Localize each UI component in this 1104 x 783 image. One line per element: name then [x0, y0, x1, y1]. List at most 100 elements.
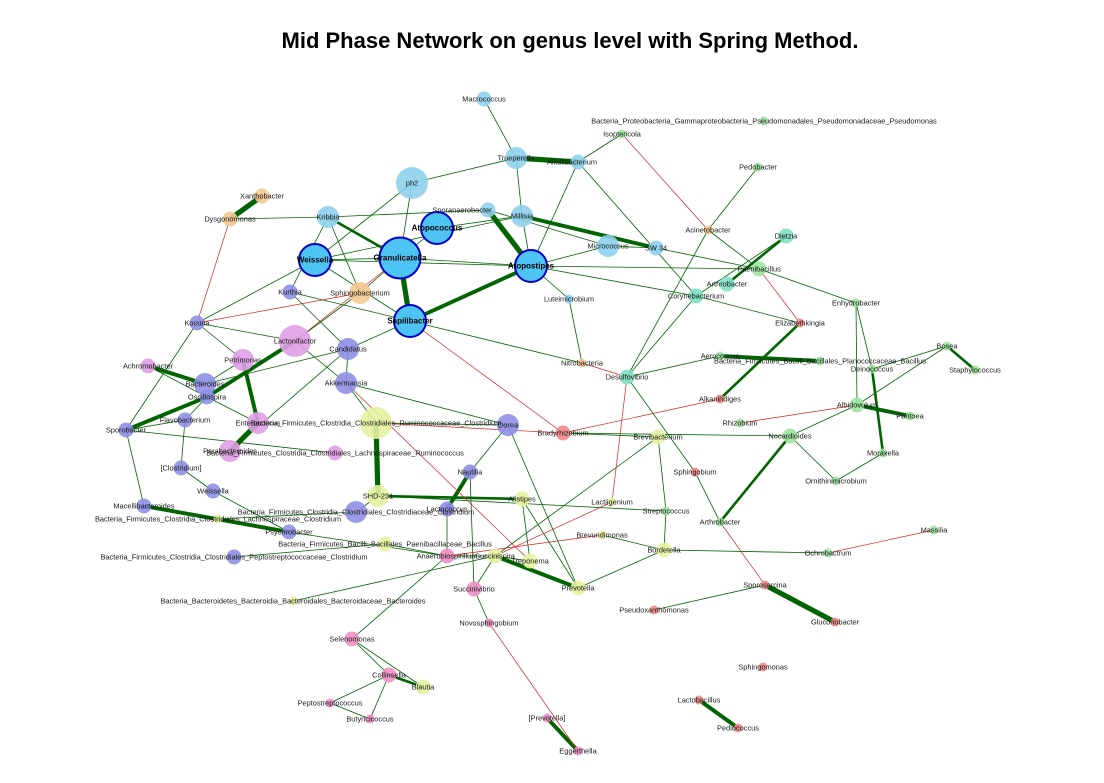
label-dysgonomonas: Dysgonomonas	[204, 215, 256, 224]
label-bacteria-firmicutes-clostridia-clostridiales-peptostreptococcaceae-clostridium: Bacteria_Firmicutes_Clostridia_Clostridi…	[100, 553, 367, 562]
label-sw-34: SW 34	[645, 244, 667, 253]
label-moraxella: Moraxella	[867, 449, 900, 458]
node-desulfovibrio	[619, 369, 635, 385]
label-bacteria-bacteroidetes-bacteroidia-bacteroidales-bacteroidaceae-bacteroides: Bacteria_Bacteroidetes_Bacteroidia_Bacte…	[161, 597, 426, 606]
label-candidatus: Candidatus	[329, 345, 367, 354]
label-albidovulum: Albidovulum	[837, 401, 877, 410]
label-enterococcus: Enterococcus	[236, 419, 281, 428]
label-blautia: Blautia	[412, 683, 435, 692]
edge-macrococcus-trueperella	[483, 98, 517, 159]
edge-flavobacterium-sporobacter	[125, 419, 186, 431]
edge-paenibacillus-enhydrobacter	[758, 268, 857, 304]
node-bacteria-firmicutes-clostridia-clostridiales-lachnospiraceae-clostridium	[213, 514, 223, 524]
node-gluconobacter	[830, 617, 840, 627]
label-prevotella: [Prevotella]	[529, 714, 566, 723]
edge-shd-231-alistipes	[377, 494, 523, 501]
label-treponema: Treponema	[511, 557, 549, 566]
label-clostridium: [Clostridium]	[160, 464, 201, 473]
node-pediococcus	[733, 723, 743, 733]
edge-bosea-staphylococcus	[946, 345, 976, 371]
edge-lactonifactor-oscillospira	[205, 339, 297, 399]
node-candidatus	[337, 338, 359, 360]
node-alistipes	[514, 491, 530, 507]
edge-desulfovibrio-lactiigenium	[611, 376, 628, 503]
label-weissella-2: Weissella	[197, 487, 229, 496]
edge-enhydrobacter-deinococcus	[855, 302, 873, 370]
label-staphylococcus: Staphylococcus	[949, 366, 1001, 375]
label-nocardioides: Nocardioides	[768, 432, 811, 441]
label-pseudoxanthomonas: Pseudoxanthomonas	[619, 606, 689, 615]
label-selenomonas: Selenomonas	[329, 635, 375, 644]
edge-achromobacter-oscillospira	[147, 365, 208, 398]
node-deinococcus	[867, 364, 877, 374]
label-bordetella: Bordetella	[647, 546, 681, 555]
node-albidovulum	[849, 397, 865, 413]
label-paenibacillus: Paenibacillus	[737, 265, 781, 274]
label-prevotella: Prevotella	[562, 584, 596, 593]
edge-pedobacter-acinetobacter	[707, 166, 759, 231]
label-trueperella: Trueperella	[497, 154, 535, 163]
node-sw-34	[648, 240, 664, 256]
node-sapilibacter	[393, 304, 427, 338]
node-dietzia	[778, 228, 794, 244]
node-streptococcus	[661, 506, 671, 516]
node-kribbia	[317, 206, 339, 228]
label-weissella: Weissella	[297, 256, 334, 265]
node-parabacteroides	[219, 440, 241, 462]
label-bacteria-firmicutes-bacilli-bacillales-planococcaceae-bacillus: Bacteria_Firmicutes_Bacilli_Bacillales_P…	[714, 357, 926, 366]
node-nautilia	[462, 464, 478, 480]
edge-bacteria-firmicutes-clostridia-clostridiales-lachnospiraceae-clostridium-bacteria-firmicutes-clostridia-clostridiales-clostridiaceae-clostridium	[217, 511, 357, 520]
node-granulicatella	[378, 236, 422, 280]
edge-selenomonas-blautia	[351, 638, 424, 688]
node-alkalibacterium	[570, 154, 586, 170]
edge-candidatus-bacteroides	[204, 348, 349, 385]
edge-alkalibacterium-isoptericola	[577, 133, 623, 163]
edge-sporobacter-macellibacteroides	[125, 429, 145, 507]
edge-dietzia-corynebacterium	[695, 235, 787, 297]
label-kurthia: Kurthia	[278, 288, 302, 297]
edge-prevotella-bordetella	[577, 549, 665, 589]
edge-nocardioides-arthrobacter-2	[718, 435, 792, 523]
node-massilia	[929, 525, 939, 535]
node-peptostreptococcus	[325, 698, 335, 708]
label-akkermansia: Akkermansia	[325, 379, 369, 388]
node-pedobacter	[753, 162, 763, 172]
edge-sapilibacter-nitrobacteria	[409, 320, 583, 364]
edge-bacteria-firmicutes-bacilli-bacillales-paenibacillaceae-bacillus-anaerobiospirillum	[384, 543, 448, 557]
label-brevibacterium: Brevibacterium	[633, 433, 682, 442]
node-bacteria-firmicutes-clostridia-clostridiales-ruminococcaceae-clostridium	[360, 407, 392, 439]
edge-trueperella-ph2	[411, 157, 517, 184]
edge-brevibacterium-streptococcus	[657, 436, 667, 512]
edge-arthrobacter-2-sporosarcina	[719, 521, 766, 586]
node-dysgonomonas	[222, 211, 238, 227]
node-sphingobium	[690, 467, 700, 477]
edge-nocardioides-ornithinimicrobium	[789, 435, 837, 482]
edge-bacteria-firmicutes-clostridia-clostridiales-ruminococcaceae-clostridium-dorea	[375, 422, 509, 426]
edge-sw-34-paenibacillus	[655, 247, 760, 270]
node-rhizobium	[735, 418, 745, 428]
node-bacteria-bacteroidetes-bacteroidia-bacteroidales-bacteroidaceae-bacteroides	[288, 596, 298, 606]
edge-sphingobium-arthrobacter-2	[694, 471, 721, 523]
edge-albidovulum-pantoea	[856, 403, 911, 418]
label-lactonifactor: Lactonifactor	[274, 337, 317, 346]
edge-kurthia-sapilibacter	[289, 291, 411, 322]
label-sphingobium: Sphingobium	[673, 468, 716, 477]
node-micrococcus	[597, 235, 619, 257]
edge-dysgonomonas-kocuria	[196, 218, 231, 324]
node-nocardioides	[782, 428, 798, 444]
node-shd-231	[367, 485, 389, 507]
label-layer: Macrococcus Bacteria_Proteobacteria_Gamma…	[95, 95, 1001, 756]
edge-layer	[125, 98, 976, 753]
edge-dietzia-arthrobacter	[726, 234, 787, 286]
node-bosea	[942, 341, 952, 351]
node-flavobacterium	[177, 412, 193, 428]
edge-collinsella-butyricicoccus	[369, 674, 390, 720]
edge-isoptericola-acinetobacter	[621, 133, 709, 231]
edge-collinsella-peptostreptococcus	[329, 674, 390, 704]
label-isoptericola: Isoptericola	[603, 130, 642, 139]
node-clostridium	[173, 460, 189, 476]
node-bradyrhizobium	[555, 425, 571, 441]
node-oscillospira	[199, 389, 215, 405]
label-arthrobacter-2: Arthrobacter	[700, 518, 741, 527]
label-sapilibacter: Sapilibacter	[387, 317, 432, 326]
